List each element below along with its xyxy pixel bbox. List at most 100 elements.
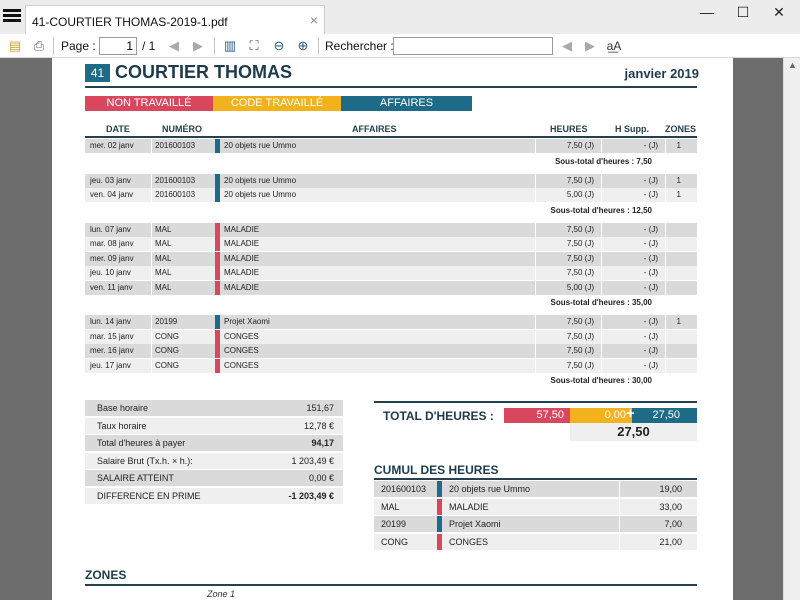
row-date: ven. 04 janv bbox=[90, 190, 134, 199]
row-zones: 1 bbox=[676, 317, 681, 326]
cell-divider bbox=[151, 315, 152, 329]
cumul-value: 19,00 bbox=[659, 484, 682, 494]
maximize-button[interactable]: ☐ bbox=[736, 4, 750, 20]
col-header-zones: ZONES bbox=[665, 124, 697, 134]
zoom-in-icon[interactable]: ⊕ bbox=[297, 38, 309, 53]
minimize-button[interactable]: — bbox=[700, 4, 714, 20]
row-date: mar. 15 janv bbox=[90, 331, 134, 341]
cell-divider bbox=[665, 329, 666, 344]
cumul-code: 201600103 bbox=[381, 484, 427, 494]
table-row: ven. 04 janv 201600103 20 objets rue Ummo 5… bbox=[85, 188, 697, 202]
summary-value: 94,17 bbox=[311, 438, 334, 448]
cumul-color-bar bbox=[437, 481, 442, 497]
search-next-icon[interactable]: ▶ bbox=[585, 38, 595, 53]
row-hsupp: - (J) bbox=[643, 346, 658, 355]
row-heures: 7,50 (J) bbox=[566, 360, 594, 370]
table-row: jeu. 10 janv MAL MALADIE 7,50 (J) - (J) bbox=[85, 266, 697, 280]
row-zones: 1 bbox=[676, 190, 681, 199]
cell-divider bbox=[535, 251, 536, 266]
fit-width-icon[interactable]: ⛶ bbox=[249, 38, 259, 53]
cumul-value: 21,00 bbox=[659, 536, 682, 547]
cumul-code: MAL bbox=[381, 501, 400, 512]
search-input[interactable] bbox=[393, 37, 553, 55]
fit-page-icon[interactable]: ▥ bbox=[223, 38, 237, 53]
legend-non-travaille: NON TRAVAILLÉ bbox=[85, 96, 213, 111]
cumul-row: 20199 Projet Xaomi 7,00 bbox=[374, 516, 697, 532]
subtotal: Sous-total d'heures : 35,00 bbox=[550, 298, 652, 307]
row-affaire: CONGES bbox=[224, 360, 259, 370]
row-affaire: CONGES bbox=[224, 346, 259, 355]
cell-divider bbox=[601, 188, 602, 202]
cell-divider bbox=[665, 344, 666, 358]
search-previous-icon[interactable]: ◀ bbox=[562, 38, 572, 53]
row-date: lun. 07 janv bbox=[90, 224, 131, 234]
row-date: ven. 11 janv bbox=[90, 282, 133, 292]
employee-name: COURTIER THOMAS bbox=[115, 62, 292, 82]
total-non-travaille: 57,50 bbox=[504, 408, 570, 423]
previous-page-icon[interactable]: ◀ bbox=[169, 38, 179, 53]
scroll-up-icon[interactable]: ▲ bbox=[788, 60, 797, 70]
tab-close-icon[interactable]: × bbox=[309, 12, 318, 28]
cell-divider bbox=[151, 188, 152, 202]
page-number-input[interactable] bbox=[99, 37, 137, 55]
plus-icon: + bbox=[626, 405, 635, 422]
subtotal: Sous-total d'heures : 7,50 bbox=[554, 156, 652, 166]
total-code-travaille: 0,00 bbox=[570, 408, 632, 423]
total-label: TOTAL D'HEURES : bbox=[383, 409, 494, 423]
toolbar: ▤ ⎙ Page : / 1 ◀ ▶ ▥ ⛶ ⊖ ⊕ Rechercher : … bbox=[0, 34, 800, 58]
header-rule bbox=[85, 86, 697, 88]
category-color-bar bbox=[215, 344, 220, 358]
row-date: lun. 14 janv bbox=[90, 317, 131, 326]
print-icon[interactable]: ⎙ bbox=[33, 38, 45, 53]
row-numero: MAL bbox=[155, 239, 172, 248]
row-heures: 7,50 (J) bbox=[566, 331, 594, 341]
cell-divider bbox=[665, 173, 666, 188]
cell-divider bbox=[151, 358, 152, 373]
total-top-rule bbox=[374, 401, 697, 403]
match-case-icon[interactable]: a͟A bbox=[606, 39, 622, 53]
row-zones bbox=[666, 237, 681, 251]
next-page-icon[interactable]: ▶ bbox=[193, 38, 203, 53]
zones-rule bbox=[85, 584, 697, 586]
row-zones: 1 bbox=[676, 141, 681, 150]
row-hsupp: - (J) bbox=[643, 253, 658, 263]
table-row: ven. 11 janv MAL MALADIE 5,00 (J) - (J) bbox=[85, 280, 697, 295]
row-heures: 7,50 (J) bbox=[566, 317, 594, 326]
row-numero: CONG bbox=[155, 360, 179, 370]
category-color-bar bbox=[215, 329, 220, 344]
cell-divider bbox=[619, 516, 620, 532]
close-window-button[interactable]: ✕ bbox=[773, 4, 785, 20]
table-header-rule bbox=[85, 136, 697, 138]
cell-divider bbox=[535, 329, 536, 344]
cell-divider bbox=[535, 139, 536, 153]
row-zones bbox=[666, 344, 681, 358]
cell-divider bbox=[535, 173, 536, 188]
cell-divider bbox=[665, 188, 666, 202]
cell-divider bbox=[535, 188, 536, 202]
cell-divider bbox=[151, 237, 152, 251]
open-file-icon[interactable]: ▤ bbox=[8, 38, 22, 53]
table-row: jeu. 17 janv CONG CONGES 7,50 (J) - (J) bbox=[85, 358, 697, 373]
row-affaire: MALADIE bbox=[224, 253, 260, 263]
row-heures: 7,50 (J) bbox=[566, 268, 594, 277]
cumul-row: MAL MALADIE 33,00 bbox=[374, 498, 697, 515]
cell-divider bbox=[535, 237, 536, 251]
summary-row: Salaire Brut (Tx.h. × h.): 1 203,49 € bbox=[85, 452, 343, 469]
total-result: 27,50 bbox=[570, 423, 697, 441]
row-numero: 201600103 bbox=[155, 141, 196, 150]
total-affaires: 27,50 bbox=[632, 408, 697, 423]
row-numero: CONG bbox=[155, 346, 179, 355]
row-numero: 201600103 bbox=[155, 175, 196, 185]
cell-divider bbox=[665, 358, 666, 373]
cell-divider bbox=[665, 139, 666, 153]
table-row: lun. 07 janv MAL MALADIE 7,50 (J) - (J) bbox=[85, 222, 697, 237]
row-affaire: MALADIE bbox=[224, 282, 260, 292]
vertical-scrollbar[interactable]: ▲ bbox=[783, 58, 800, 600]
cumul-color-bar bbox=[437, 498, 442, 515]
zoom-out-icon[interactable]: ⊖ bbox=[273, 38, 285, 53]
row-affaire: 20 objets rue Ummo bbox=[224, 175, 297, 185]
row-heures: 7,50 (J) bbox=[566, 346, 594, 355]
hamburger-menu-icon[interactable] bbox=[3, 7, 21, 25]
subtotal: Sous-total d'heures : 12,50 bbox=[550, 205, 652, 215]
document-tab[interactable]: 41-COURTIER THOMAS-2019-1.pdf × bbox=[25, 5, 325, 34]
